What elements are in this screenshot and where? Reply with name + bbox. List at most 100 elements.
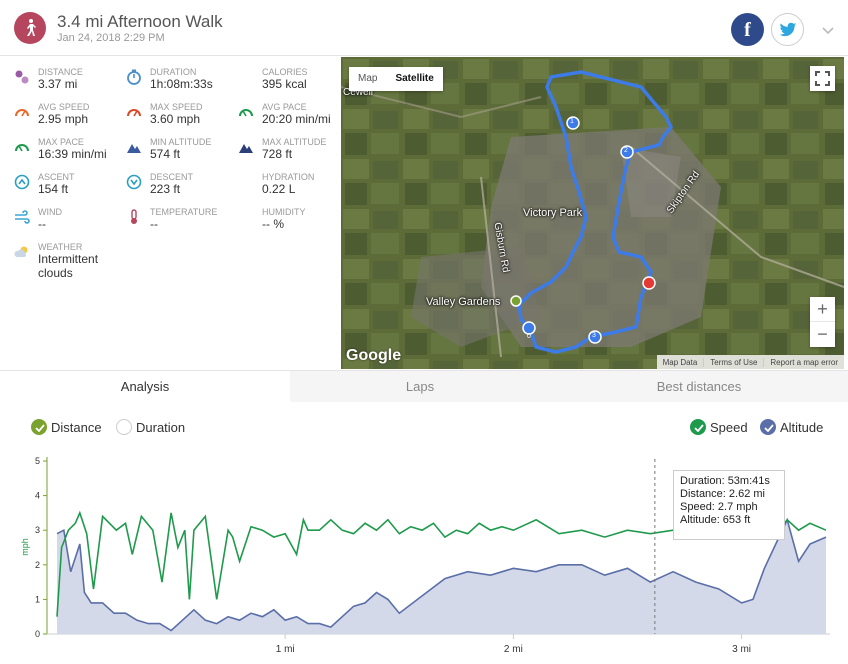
speed-line [56, 510, 827, 617]
activity-date: Jan 24, 2018 2:29 PM [57, 32, 165, 44]
x-tick-label: 1 mi [276, 644, 295, 655]
partly-cloudy-icon [14, 246, 28, 257]
route-marker-1[interactable]: 1 [570, 118, 574, 125]
stat-avg-speed: AVG SPEED 2.95 mph [14, 102, 126, 136]
stat-value: 0.22 L [262, 182, 296, 196]
zoom-control: + − [810, 297, 835, 347]
stat-value: 16:39 min/mi [38, 147, 107, 161]
fullscreen-button[interactable] [810, 66, 835, 91]
analysis-chart: Distance Duration Speed Altitude 0 1 2 3 4 5 m… [0, 402, 848, 664]
stat-label: MAX ALTITUDE [262, 137, 327, 147]
map-label-cewell: Cewell [343, 87, 374, 98]
checkbox-checked-icon [31, 419, 47, 435]
tab-laps[interactable]: Laps [405, 379, 435, 394]
y-axis-label: mph [20, 538, 30, 556]
stat-value: -- % [262, 217, 284, 231]
stat-avg-pace: AVG PACE 20:20 min/mi [238, 102, 350, 136]
descent-icon [126, 174, 142, 190]
route-map[interactable]: Victory Park Valley Gardens Gisburn Rd S… [341, 57, 844, 369]
stat-max-pace: MAX PACE 16:39 min/mi [14, 137, 126, 171]
stat-duration: DURATION 1h:08m:33s [126, 67, 238, 101]
tab-best-distances[interactable]: Best distances [656, 379, 742, 394]
zoom-out-button[interactable]: − [817, 324, 828, 344]
chart-tooltip: Duration: 53m:41s Distance: 2.62 mi Spee… [673, 470, 785, 540]
map-label-victory-park: Victory Park [523, 207, 583, 219]
stat-label: HUMIDITY [262, 207, 306, 217]
map-label-valley-gardens: Valley Gardens [426, 296, 501, 308]
stat-value: 20:20 min/mi [262, 112, 331, 126]
stat-value: 3.37 mi [38, 77, 78, 91]
route-marker-3[interactable]: 3 [592, 332, 596, 339]
stat-label: MIN ALTITUDE [150, 137, 212, 147]
twitter-share-button[interactable] [771, 13, 804, 46]
stat-label: WEATHER [38, 242, 83, 252]
speed-altitude-plot[interactable]: 0 1 2 3 4 5 mph 1 mi 2 mi 3 mi [0, 402, 848, 664]
legend-altitude-label: Altitude [780, 419, 824, 435]
stat-weather: WEATHER Intermittent clouds [14, 242, 126, 280]
stat-hydration: HYDRATION 0.22 L [238, 172, 350, 206]
stat-label: AVG SPEED [38, 102, 90, 112]
altitude-area [57, 519, 826, 634]
map-type-map-button[interactable]: Map [358, 73, 378, 84]
stat-label: DURATION [150, 67, 197, 77]
route-marker-2[interactable]: 2 [624, 147, 628, 154]
chevron-down-icon[interactable] [822, 22, 834, 40]
stat-calories: CALORIES 395 kcal [238, 67, 350, 101]
y-tick-label: 5 [35, 456, 40, 466]
zoom-in-button[interactable]: + [810, 297, 835, 322]
stat-value: 154 ft [38, 182, 69, 196]
legend-distance-label: Distance [51, 419, 102, 435]
water-drops-icon [238, 174, 254, 190]
stat-value: 728 ft [262, 147, 293, 161]
y-tick-label: 3 [35, 525, 40, 535]
speedometer-icon [127, 109, 141, 117]
stats-panel: DISTANCE 3.37 mi DURATION 1h:08m:33s CALORIE… [0, 57, 340, 369]
route-marker-0[interactable]: 0 [527, 333, 531, 340]
stat-label: HYDRATION [262, 172, 315, 182]
x-tick-label: 2 mi [504, 644, 523, 655]
x-tick-label: 3 mi [732, 644, 751, 655]
tab-analysis[interactable]: Analysis [0, 371, 290, 403]
stat-max-altitude: MAX ALTITUDE 728 ft [238, 137, 350, 171]
mountain-icon [239, 144, 253, 153]
stat-temperature: TEMPERATURE -- [126, 207, 238, 241]
mountain-icon [127, 144, 141, 153]
terms-of-use-link[interactable]: Terms of Use [703, 357, 763, 367]
map-type-satellite-button[interactable]: Satellite [395, 73, 434, 84]
activity-header: 3.4 mi Afternoon Walk Jan 24, 2018 2:29 … [0, 0, 848, 56]
stat-wind: WIND -- [14, 207, 126, 241]
stat-label: TEMPERATURE [150, 207, 218, 217]
fullscreen-icon [815, 71, 830, 86]
ascent-icon [14, 174, 30, 190]
legend-duration-label: Duration [136, 419, 186, 435]
google-logo: Google [346, 347, 402, 364]
flame-icon [238, 69, 254, 85]
map-data-link[interactable]: Map Data [662, 357, 698, 367]
thermometer-icon [131, 209, 137, 224]
checkbox-checked-icon [760, 419, 776, 435]
legend-duration-toggle[interactable]: Duration [116, 419, 185, 435]
facebook-share-button[interactable]: f [731, 13, 764, 46]
stat-label: AVG PACE [262, 102, 307, 112]
stat-distance: DISTANCE 3.37 mi [14, 67, 126, 101]
y-tick-label: 2 [35, 560, 40, 570]
legend-altitude-toggle[interactable]: Altitude [760, 419, 823, 435]
legend-speed-label: Speed [710, 419, 748, 435]
legend-distance-toggle[interactable]: Distance [31, 419, 102, 435]
analysis-tabs: Analysis Laps Best distances [0, 370, 848, 403]
stat-max-speed: MAX SPEED 3.60 mph [126, 102, 238, 136]
stat-ascent: ASCENT 154 ft [14, 172, 126, 206]
speedometer-icon [15, 109, 29, 117]
tooltip-duration: Duration: 53m:41s [680, 475, 770, 487]
stat-min-altitude: MIN ALTITUDE 574 ft [126, 137, 238, 171]
map-attribution: Map Data Terms of Use Report a map error [656, 355, 844, 369]
stat-value: 3.60 mph [150, 112, 201, 126]
legend-speed-toggle[interactable]: Speed [690, 419, 748, 435]
stat-value: -- [38, 217, 46, 231]
report-map-error-link[interactable]: Report a map error [763, 357, 844, 367]
stat-value: -- [150, 217, 158, 231]
stat-label: CALORIES [262, 67, 308, 77]
map-type-toggle: Map Satellite [349, 67, 443, 91]
walking-icon [14, 12, 46, 44]
stat-label: DISTANCE [38, 67, 83, 77]
